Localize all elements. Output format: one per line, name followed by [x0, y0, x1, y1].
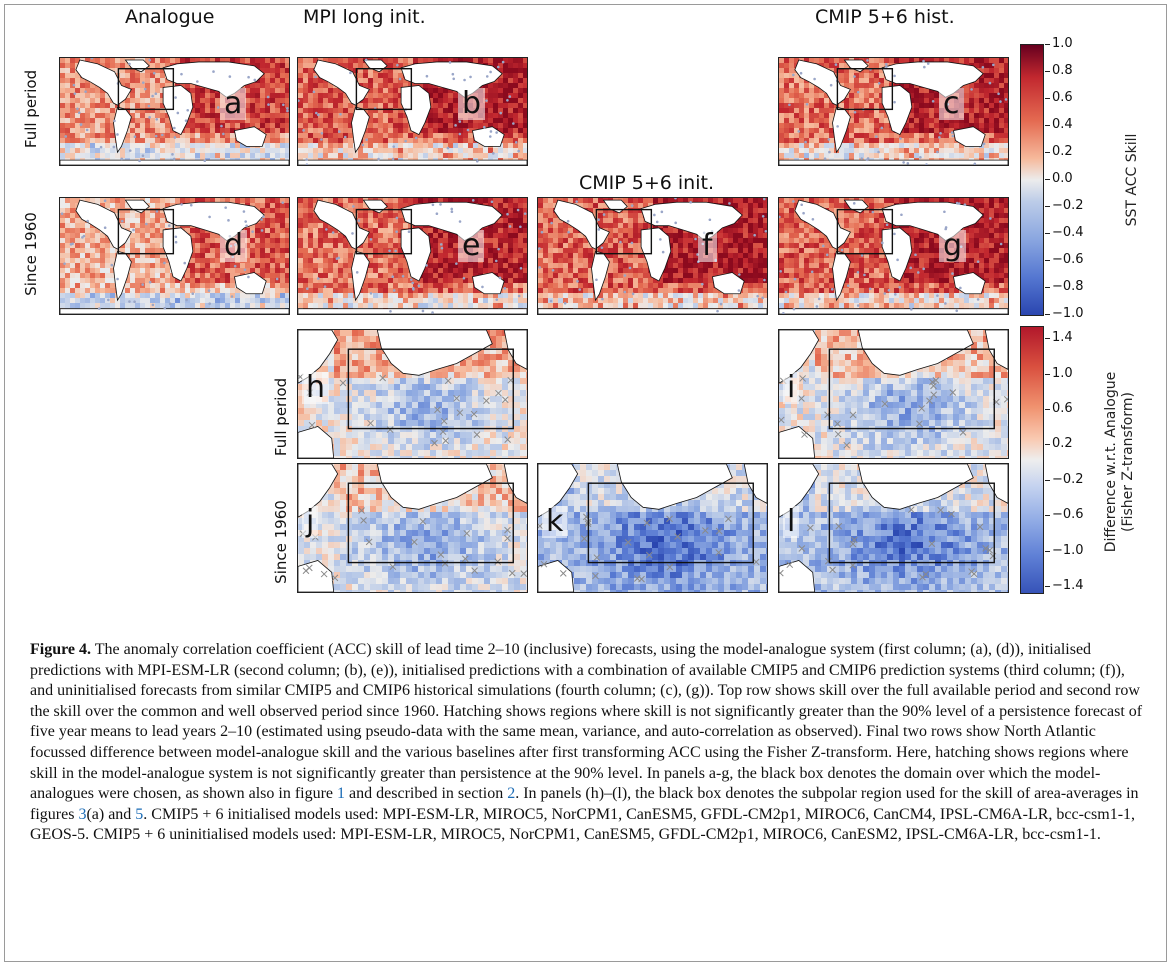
colorbar-difference-label: Difference w.r.t. Analogue (Fisher Z-tra…	[1103, 342, 1137, 582]
panel-letter-f: f	[698, 230, 717, 262]
caption-ref-figure-1[interactable]: 1	[337, 785, 346, 803]
row-label-since-1960-2: Since 1960	[272, 500, 290, 584]
row-label-full-period-2: Full period	[272, 377, 290, 457]
colorbar-acc-label: SST ACC Skill	[1124, 133, 1140, 227]
diff-tick-4: 0.2	[1045, 436, 1073, 451]
map-panel-k: k	[537, 463, 768, 593]
colorbar-difference	[1020, 326, 1044, 594]
diff-tick-8: −1.4	[1045, 578, 1084, 593]
panel-letter-l: l	[783, 506, 800, 538]
map-panel-i: i	[778, 329, 1009, 459]
map-panel-a: a	[59, 57, 290, 166]
map-panel-c: c	[778, 57, 1009, 166]
caption-text-5: . CMIP5 + 6 initialised models used: MPI…	[30, 805, 1136, 844]
column-title-mpi: MPI long init.	[303, 6, 426, 28]
panel-letter-b: b	[458, 88, 486, 120]
panel-letter-k: k	[542, 506, 568, 538]
column-title-cmip-init: CMIP 5+6 init.	[579, 172, 714, 194]
panel-letter-d: d	[220, 230, 248, 262]
column-title-cmip-hist: CMIP 5+6 hist.	[815, 6, 955, 28]
caption-text-4: (a) and	[86, 805, 136, 823]
acc-tick-8: −0.4	[1045, 225, 1084, 240]
acc-tick-4: 0.4	[1045, 117, 1073, 132]
diff-tick-5: −0.2	[1045, 472, 1084, 487]
acc-tick-2: 0.8	[1045, 63, 1073, 78]
panel-letter-i: i	[783, 372, 800, 404]
diff-tick-3: 0.6	[1045, 401, 1073, 416]
acc-tick-5: 0.2	[1045, 144, 1073, 159]
caption-text-3: . In panels (h)–(l), the black box denot…	[30, 785, 1139, 823]
acc-tick-9: −0.6	[1045, 252, 1084, 267]
caption-ref-figure-3[interactable]: 3	[78, 805, 87, 823]
acc-tick-11: −1.0	[1045, 306, 1084, 321]
panel-letter-j: j	[302, 506, 319, 538]
map-panel-b: b	[297, 57, 528, 166]
caption-text-1: The anomaly correlation coefficient (ACC…	[30, 641, 1143, 803]
figure-caption: Figure 4. The anomaly correlation coeffi…	[30, 640, 1150, 846]
caption-label: Figure 4.	[30, 641, 92, 658]
map-panel-e: e	[297, 197, 528, 315]
acc-tick-1: 1.0	[1045, 36, 1073, 51]
column-title-analogue: Analogue	[125, 6, 215, 28]
colorbar-acc	[1020, 44, 1044, 316]
map-panel-j: j	[297, 463, 528, 593]
panel-letter-a: a	[220, 88, 247, 120]
caption-text-2: and described in section	[345, 785, 508, 803]
figure-frame	[4, 4, 1167, 962]
colorbar-difference-label-line2: (Fisher Z-transform)	[1120, 392, 1136, 532]
acc-tick-10: −0.8	[1045, 279, 1084, 294]
panel-letter-c: c	[939, 88, 964, 120]
panel-letter-h: h	[302, 372, 330, 404]
map-panel-f: f	[537, 197, 768, 315]
panel-letter-e: e	[458, 230, 485, 262]
acc-tick-7: −0.2	[1045, 198, 1084, 213]
map-panel-h: h	[297, 329, 528, 459]
caption-ref-figure-5[interactable]: 5	[135, 805, 144, 823]
diff-tick-6: −0.6	[1045, 507, 1084, 522]
row-label-full-period-1: Full period	[22, 69, 40, 149]
map-panel-d: d	[59, 197, 290, 315]
acc-tick-3: 0.6	[1045, 90, 1073, 105]
diff-tick-1: 1.4	[1045, 330, 1073, 345]
diff-tick-7: −1.0	[1045, 543, 1084, 558]
row-label-since-1960-1: Since 1960	[22, 212, 40, 296]
diff-tick-2: 1.0	[1045, 366, 1073, 381]
map-panel-g: g	[778, 197, 1009, 315]
map-panel-l: l	[778, 463, 1009, 593]
caption-ref-section-2[interactable]: 2	[507, 785, 516, 803]
colorbar-difference-label-line1: Difference w.r.t. Analogue	[1103, 371, 1119, 553]
panel-letter-g: g	[939, 230, 967, 262]
acc-tick-6: 0.0	[1045, 171, 1073, 186]
